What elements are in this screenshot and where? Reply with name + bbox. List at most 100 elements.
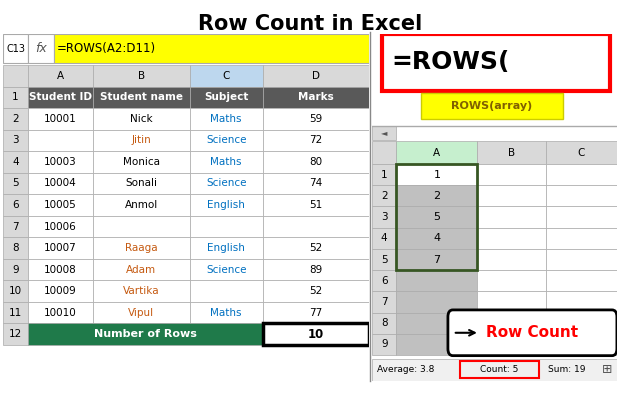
FancyBboxPatch shape	[477, 206, 546, 228]
Text: Row Count: Row Count	[486, 325, 578, 340]
FancyBboxPatch shape	[477, 185, 546, 206]
Text: Row Count in Excel: Row Count in Excel	[198, 14, 422, 34]
Text: 1: 1	[381, 170, 388, 179]
Text: 1: 1	[12, 93, 19, 102]
FancyBboxPatch shape	[3, 259, 28, 280]
Text: A: A	[433, 148, 440, 158]
FancyBboxPatch shape	[53, 34, 369, 63]
FancyBboxPatch shape	[397, 164, 477, 185]
FancyBboxPatch shape	[190, 280, 263, 302]
FancyBboxPatch shape	[263, 237, 369, 259]
FancyBboxPatch shape	[190, 216, 263, 237]
FancyBboxPatch shape	[93, 216, 190, 237]
Text: Student ID: Student ID	[29, 93, 92, 102]
FancyBboxPatch shape	[546, 249, 617, 270]
Text: Number of Rows: Number of Rows	[94, 329, 197, 339]
Text: 10005: 10005	[44, 200, 77, 210]
Text: 10001: 10001	[44, 114, 77, 124]
Text: Maths: Maths	[210, 308, 242, 318]
FancyBboxPatch shape	[3, 87, 28, 108]
FancyBboxPatch shape	[382, 34, 609, 91]
FancyBboxPatch shape	[93, 194, 190, 216]
FancyBboxPatch shape	[263, 87, 369, 108]
Text: 9: 9	[12, 265, 19, 275]
Text: Count: 5: Count: 5	[480, 365, 518, 374]
FancyBboxPatch shape	[263, 151, 369, 173]
Text: 8: 8	[381, 318, 388, 328]
FancyBboxPatch shape	[397, 334, 477, 355]
Text: fx: fx	[35, 42, 46, 55]
FancyBboxPatch shape	[3, 194, 28, 216]
Text: Science: Science	[206, 135, 247, 145]
FancyBboxPatch shape	[93, 151, 190, 173]
Text: Student name: Student name	[100, 93, 183, 102]
Text: Anmol: Anmol	[125, 200, 158, 210]
FancyBboxPatch shape	[372, 334, 397, 355]
Text: 89: 89	[309, 265, 322, 275]
Text: 10007: 10007	[44, 243, 77, 253]
FancyBboxPatch shape	[460, 361, 539, 378]
FancyBboxPatch shape	[372, 228, 397, 249]
FancyBboxPatch shape	[372, 126, 397, 140]
Text: =ROWS(: =ROWS(	[392, 50, 510, 74]
FancyBboxPatch shape	[546, 334, 617, 355]
Text: Sum: 19: Sum: 19	[548, 365, 586, 374]
FancyBboxPatch shape	[190, 302, 263, 324]
Text: ◄: ◄	[381, 128, 388, 137]
FancyBboxPatch shape	[477, 228, 546, 249]
FancyBboxPatch shape	[477, 249, 546, 270]
Text: 2: 2	[381, 191, 388, 201]
Text: 6: 6	[12, 200, 19, 210]
FancyBboxPatch shape	[93, 302, 190, 324]
FancyBboxPatch shape	[263, 302, 369, 324]
FancyBboxPatch shape	[397, 291, 477, 312]
FancyBboxPatch shape	[397, 141, 477, 164]
Text: 4: 4	[12, 157, 19, 167]
Text: 10009: 10009	[44, 286, 77, 296]
FancyBboxPatch shape	[28, 237, 93, 259]
Text: Marks: Marks	[298, 93, 334, 102]
FancyBboxPatch shape	[546, 291, 617, 312]
Text: Adam: Adam	[126, 265, 156, 275]
FancyBboxPatch shape	[546, 228, 617, 249]
Text: Subject: Subject	[204, 93, 249, 102]
Text: 72: 72	[309, 135, 322, 145]
FancyBboxPatch shape	[28, 324, 263, 345]
FancyBboxPatch shape	[397, 228, 477, 249]
Text: ROWS(array): ROWS(array)	[451, 101, 533, 111]
FancyBboxPatch shape	[190, 65, 263, 87]
FancyBboxPatch shape	[477, 141, 546, 164]
Text: 1: 1	[433, 170, 440, 179]
Text: Vipul: Vipul	[128, 308, 154, 318]
Text: ⊞: ⊞	[602, 363, 613, 376]
Text: 10003: 10003	[44, 157, 77, 167]
FancyBboxPatch shape	[546, 141, 617, 164]
FancyBboxPatch shape	[546, 206, 617, 228]
FancyBboxPatch shape	[3, 324, 28, 345]
Text: 4: 4	[381, 233, 388, 243]
FancyBboxPatch shape	[372, 312, 397, 334]
FancyBboxPatch shape	[397, 206, 477, 228]
FancyBboxPatch shape	[28, 173, 93, 194]
Text: Science: Science	[206, 179, 247, 189]
FancyBboxPatch shape	[397, 312, 477, 334]
Text: Average: 3.8: Average: 3.8	[377, 365, 434, 374]
Text: B: B	[508, 148, 515, 158]
Text: 5: 5	[381, 254, 388, 264]
FancyBboxPatch shape	[448, 310, 617, 356]
Text: 9: 9	[381, 339, 388, 349]
FancyBboxPatch shape	[397, 185, 477, 206]
FancyBboxPatch shape	[93, 129, 190, 151]
FancyBboxPatch shape	[397, 270, 477, 291]
FancyBboxPatch shape	[28, 87, 93, 108]
Text: 12: 12	[9, 329, 22, 339]
FancyBboxPatch shape	[263, 259, 369, 280]
FancyBboxPatch shape	[3, 216, 28, 237]
Text: Maths: Maths	[210, 157, 242, 167]
FancyBboxPatch shape	[28, 216, 93, 237]
FancyBboxPatch shape	[263, 324, 369, 345]
Text: D: D	[312, 71, 320, 81]
Text: Jitin: Jitin	[131, 135, 151, 145]
FancyBboxPatch shape	[3, 280, 28, 302]
FancyBboxPatch shape	[28, 151, 93, 173]
